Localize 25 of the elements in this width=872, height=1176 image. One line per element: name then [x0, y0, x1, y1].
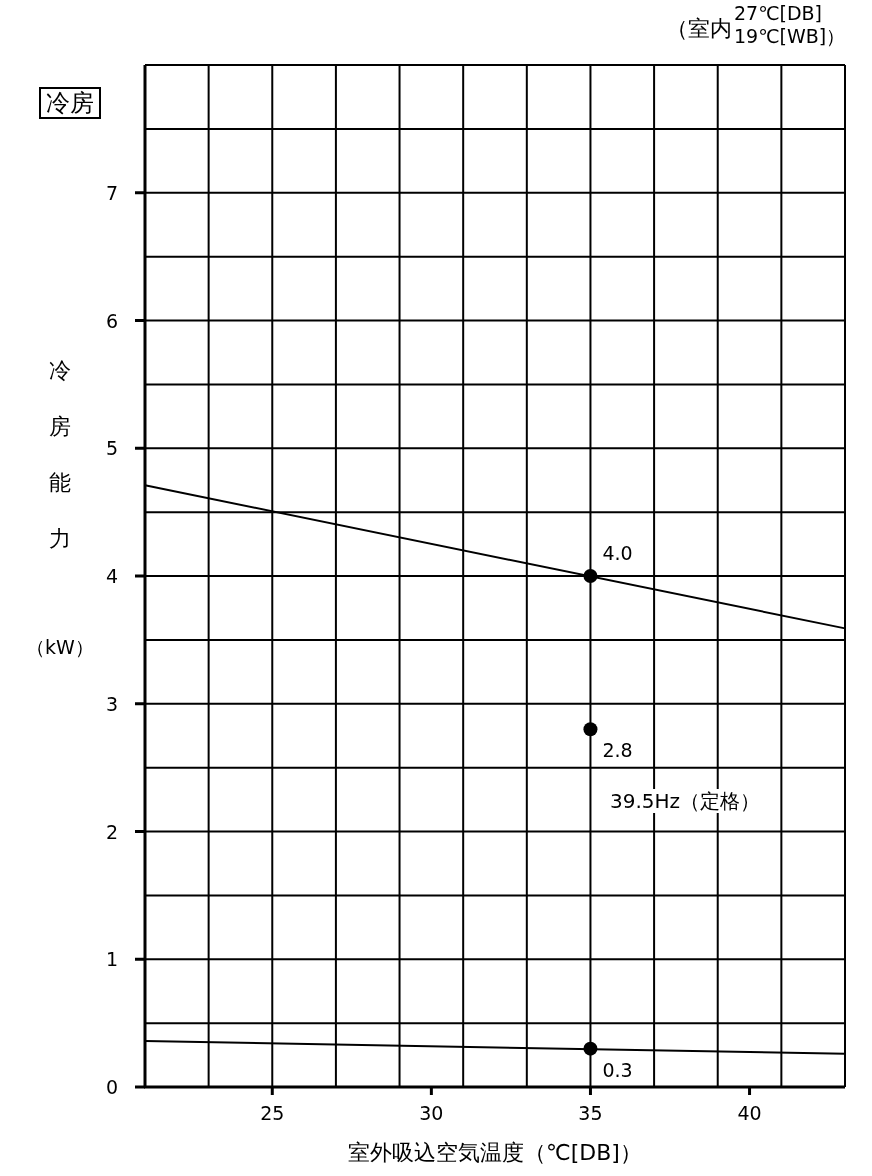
text: 27℃[DB] — [734, 2, 823, 24]
point — [583, 569, 598, 583]
point — [583, 1041, 598, 1056]
data-label: 4.0 — [602, 542, 633, 564]
x-tick-label: 25 — [260, 1102, 285, 1124]
text: 冷房能力（kW） — [26, 358, 94, 658]
data-label: 2.8 — [602, 739, 633, 762]
text: 19℃[WB]） — [734, 25, 846, 47]
y-tick-label: 7 — [105, 181, 118, 204]
y-tick-label: 5 — [105, 437, 118, 460]
y-tick-label: 6 — [105, 309, 118, 332]
point — [583, 722, 598, 737]
annotation: 39.5Hz（定格） — [610, 789, 761, 813]
y-tick-label: 2 — [105, 820, 118, 843]
text: （室内 — [666, 16, 732, 41]
y-tick-label: 1 — [105, 948, 118, 971]
x-axis-title: 室外吸込空気温度（℃[DB]） — [348, 1140, 642, 1165]
data-label: 0.3 — [602, 1058, 633, 1081]
x-tick-label: 35 — [578, 1102, 603, 1124]
y-tick-label: 3 — [105, 692, 118, 715]
y-tick-label: 0 — [105, 1076, 118, 1098]
y-tick-label: 4 — [105, 565, 118, 587]
x-tick-label: 40 — [737, 1102, 762, 1124]
text: 冷房 — [46, 89, 94, 117]
x-tick-label: 30 — [419, 1102, 444, 1124]
